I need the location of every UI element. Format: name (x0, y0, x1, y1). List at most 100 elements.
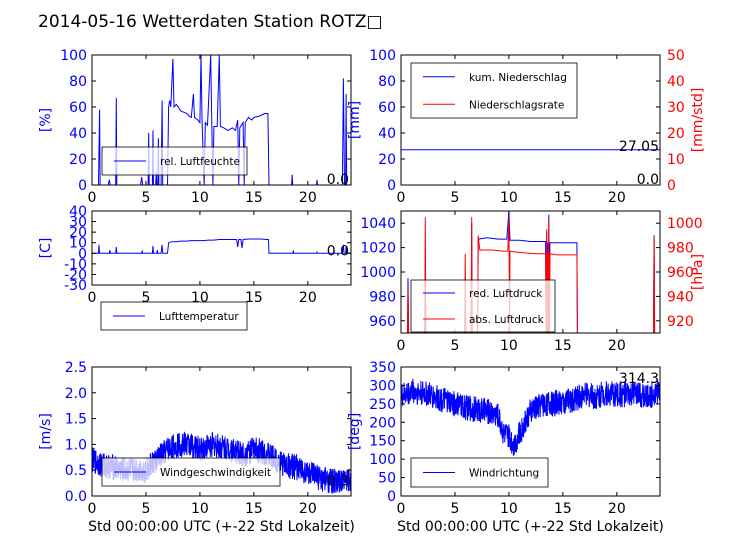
x-tick-label-precipitation: 10 (500, 190, 518, 206)
figure-title: 2014-05-16 Wetterdaten Station ROTZ□ (38, 12, 383, 32)
legend-label-precipitation: Niederschlagsrate (469, 99, 564, 111)
panel-windspeed: 0 5 10 15 20 0.0 0.5 1.0 1.5 2.0 2.5 [m/s] Std 00:00… (38, 360, 355, 535)
y-tick-label-temperature: -10 (64, 257, 87, 273)
y-axis-label-right-precipitation: [mm/std] (690, 88, 706, 153)
legend-pressure: red. Luftdruck abs. Luftdruck (410, 279, 556, 333)
annotation-value-precipitation: 27.05 (619, 139, 659, 155)
y-tick-label-humidity: 40 (69, 126, 87, 142)
y-tick-label-windspeed: 1.5 (65, 412, 87, 428)
plot-frame-precipitation (400, 54, 661, 186)
y-tick-label-windspeed: 2.0 (65, 386, 87, 402)
x-tick-label-winddirection: 0 (397, 501, 406, 517)
y-tick-right-label-precipitation: 30 (667, 100, 685, 116)
x-axis-label-winddirection: Std 00:00:00 UTC (+-22 Std Lokalzeit) (397, 519, 664, 535)
y-tick-label-temperature: -30 (64, 278, 87, 294)
y-axis-label-winddirection: [deg] (347, 413, 363, 450)
legend-temperature: Lufttemperatur (100, 301, 248, 331)
panel-humidity: 0 5 10 15 20 0 20 40 60 80 100 [%] rel. Luftfeuchte 0… (38, 48, 352, 206)
y-tick-label-winddirection: 150 (369, 434, 396, 450)
y-tick-label-humidity: 80 (69, 74, 87, 90)
x-tick-label-humidity: 0 (88, 190, 97, 206)
legend-label-precipitation: kum. Niederschlag (469, 72, 567, 84)
y-tick-label-windspeed: 0.0 (65, 489, 87, 505)
x-tick-label-temperature: 0 (88, 290, 97, 306)
panel-temperature: 0 5 10 15 20-30-20-10010203040[C]Lufttempera… (38, 204, 352, 331)
annotation-value-humidity: 0.0 (327, 172, 349, 188)
plot-frame-humidity (91, 54, 352, 186)
y-tick-label-pressure: 980 (369, 289, 396, 305)
y-tick-label-humidity: 0 (78, 178, 87, 194)
y-tick-label-precipitation: 60 (378, 100, 396, 116)
plot-frame-temperature (91, 210, 352, 286)
x-tick-label-winddirection: 10 (500, 501, 518, 517)
x-tick-label-winddirection: 15 (554, 501, 572, 517)
y-tick-right-label-pressure: 920 (667, 314, 694, 330)
plot-area-temperature (92, 238, 351, 254)
y-tick-right-label-precipitation: 40 (667, 74, 685, 90)
x-tick-label-temperature: 15 (245, 290, 263, 306)
x-tick-label-temperature: 5 (141, 290, 150, 306)
legend-frame-precipitation (410, 62, 578, 119)
x-tick-label-humidity: 15 (245, 190, 263, 206)
y-tick-label-precipitation: 0 (387, 178, 396, 194)
plot-frame-windspeed (91, 366, 352, 497)
legend-frame-pressure (410, 279, 556, 333)
legend-label-winddirection: Windrichtung (469, 468, 539, 480)
legend-label-pressure: red. Luftdruck (469, 288, 543, 300)
y-axis-label-precipitation: [mm] (347, 101, 363, 139)
y-tick-right-label-pressure: 980 (667, 241, 694, 257)
annotation-value-precipitation: 0.0 (637, 172, 659, 188)
y-tick-right-label-pressure: 960 (667, 265, 694, 281)
series-line-temperature-0 (92, 238, 351, 254)
y-tick-label-precipitation: 40 (378, 126, 396, 142)
y-tick-right-label-pressure: 1000 (667, 216, 703, 232)
x-tick-label-pressure: 15 (554, 338, 572, 354)
x-tick-label-temperature: 20 (299, 290, 317, 306)
y-tick-label-temperature: 20 (69, 225, 87, 241)
y-axis-label-temperature: [C] (38, 238, 54, 259)
y-axis-label-right-pressure: [hPa] (690, 254, 706, 290)
y-tick-label-winddirection: 200 (369, 415, 396, 431)
plot-frame-winddirection (400, 366, 661, 497)
y-tick-right-label-pressure: 940 (667, 289, 694, 305)
y-tick-label-windspeed: 0.5 (65, 463, 87, 479)
y-tick-label-winddirection: 50 (378, 471, 396, 487)
x-tick-label-precipitation: 0 (397, 190, 406, 206)
y-tick-label-winddirection: 100 (369, 452, 396, 468)
series-line-pressure-1 (401, 217, 660, 333)
y-axis-label-humidity: [%] (38, 108, 54, 132)
y-tick-label-precipitation: 80 (378, 74, 396, 90)
series-line-pressure-0 (401, 211, 660, 333)
legend-winddirection: Windrichtung (410, 457, 549, 488)
legend-windspeed: Windgeschwindigkeit (101, 457, 281, 487)
y-tick-label-winddirection: 350 (369, 360, 396, 376)
annotation-value-windspeed: 0.3 (327, 474, 349, 490)
panel-pressure: 0 5 10 15 20 960 980 1000 1020 1040 920 940 960 980 10… (360, 210, 706, 354)
y-tick-label-precipitation: 100 (369, 48, 396, 64)
x-tick-label-windspeed: 20 (299, 501, 317, 517)
x-tick-label-humidity: 5 (141, 190, 150, 206)
x-tick-label-humidity: 10 (191, 190, 209, 206)
x-tick-label-windspeed: 10 (191, 501, 209, 517)
series-line-winddirection-0 (401, 378, 660, 456)
x-tick-label-windspeed: 5 (141, 501, 150, 517)
y-tick-right-label-precipitation: 10 (667, 152, 685, 168)
x-tick-label-winddirection: 5 (450, 501, 459, 517)
y-tick-label-temperature: -20 (64, 267, 87, 283)
legend-precipitation: kum. Niederschlag Niederschlagsrate (410, 62, 578, 119)
x-tick-label-windspeed: 0 (88, 501, 97, 517)
x-tick-label-pressure: 0 (397, 338, 406, 354)
y-tick-label-windspeed: 2.5 (65, 360, 87, 376)
x-tick-label-pressure: 5 (450, 338, 459, 354)
y-tick-label-pressure: 1020 (360, 241, 396, 257)
y-tick-label-humidity: 20 (69, 152, 87, 168)
legend-label-windspeed: Windgeschwindigkeit (160, 467, 271, 479)
legend-label-temperature: Lufttemperatur (159, 311, 239, 323)
annotation-value-temperature: 0.0 (327, 243, 349, 259)
x-tick-label-precipitation: 15 (554, 190, 572, 206)
y-tick-label-temperature: 10 (69, 236, 87, 252)
x-tick-label-winddirection: 20 (608, 501, 626, 517)
